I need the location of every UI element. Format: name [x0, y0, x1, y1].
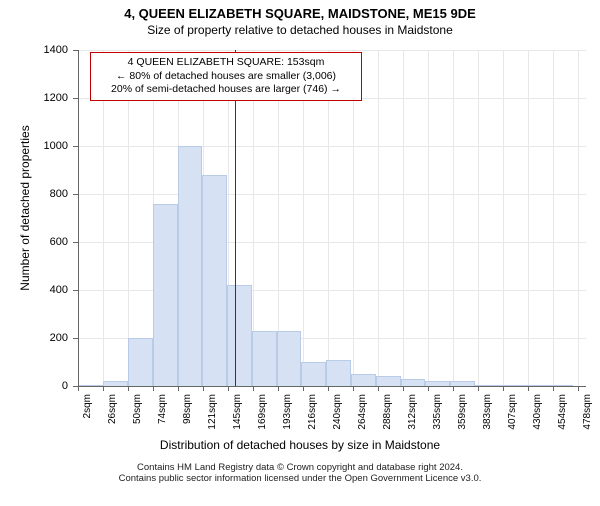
gridline-v: [378, 50, 379, 386]
annotation-line1: 4 QUEEN ELIZABETH SQUARE: 153sqm: [97, 56, 355, 70]
x-tick-label: 478sqm: [582, 394, 593, 444]
gridline-h: [78, 146, 586, 147]
y-tick-label: 600: [0, 236, 68, 248]
x-tick-label: 383sqm: [482, 394, 493, 444]
histogram-bar: [153, 204, 178, 386]
x-tick-label: 26sqm: [107, 394, 118, 444]
x-axis-line: [78, 386, 586, 387]
histogram-bar: [351, 374, 376, 386]
x-tick-label: 193sqm: [282, 394, 293, 444]
annotation-box: 4 QUEEN ELIZABETH SQUARE: 153sqm ← 80% o…: [90, 52, 362, 101]
x-tick-label: 454sqm: [557, 394, 568, 444]
gridline-v: [578, 50, 579, 386]
x-tick-label: 121sqm: [207, 394, 218, 444]
gridline-h: [78, 194, 586, 195]
x-tick-label: 169sqm: [257, 394, 268, 444]
footer-line1: Contains HM Land Registry data © Crown c…: [0, 462, 600, 473]
footer-line2: Contains public sector information licen…: [0, 473, 600, 484]
gridline-v: [528, 50, 529, 386]
x-tick-label: 240sqm: [332, 394, 343, 444]
y-tick-label: 0: [0, 380, 68, 392]
y-tick-label: 400: [0, 284, 68, 296]
gridline-v: [428, 50, 429, 386]
x-tick-label: 98sqm: [182, 394, 193, 444]
y-tick-label: 1000: [0, 140, 68, 152]
histogram-bar: [227, 285, 252, 386]
x-tick-label: 145sqm: [232, 394, 243, 444]
gridline-v: [453, 50, 454, 386]
x-tick-label: 359sqm: [457, 394, 468, 444]
gridline-v: [553, 50, 554, 386]
x-tick-label: 288sqm: [382, 394, 393, 444]
y-axis-line: [78, 50, 79, 386]
x-tick-label: 430sqm: [532, 394, 543, 444]
histogram-bar: [202, 175, 227, 386]
histogram-bar: [277, 331, 301, 386]
gridline-v: [478, 50, 479, 386]
annotation-line3: 20% of semi-detached houses are larger (…: [97, 83, 355, 97]
gridline-h: [78, 50, 586, 51]
histogram-bar: [376, 376, 401, 386]
histogram-bar: [252, 331, 277, 386]
histogram-bar: [301, 362, 326, 386]
chart-subtitle: Size of property relative to detached ho…: [0, 23, 600, 37]
histogram-bar: [178, 146, 202, 386]
x-tick-label: 312sqm: [407, 394, 418, 444]
x-tick-label: 335sqm: [432, 394, 443, 444]
annotation-line2: ← 80% of detached houses are smaller (3,…: [97, 70, 355, 84]
histogram-bar: [128, 338, 153, 386]
y-tick-label: 1400: [0, 44, 68, 56]
histogram-bar: [326, 360, 351, 386]
x-tick-label: 50sqm: [132, 394, 143, 444]
gridline-v: [403, 50, 404, 386]
gridline-v: [503, 50, 504, 386]
x-tick-label: 216sqm: [307, 394, 318, 444]
histogram-bar: [401, 379, 425, 386]
y-tick-label: 1200: [0, 92, 68, 104]
chart-title: 4, QUEEN ELIZABETH SQUARE, MAIDSTONE, ME…: [0, 6, 600, 21]
x-tick-label: 264sqm: [357, 394, 368, 444]
y-tick-label: 800: [0, 188, 68, 200]
footer: Contains HM Land Registry data © Crown c…: [0, 462, 600, 484]
x-tick-label: 2sqm: [82, 394, 93, 444]
x-tick-label: 407sqm: [507, 394, 518, 444]
x-tick-label: 74sqm: [157, 394, 168, 444]
y-tick-label: 200: [0, 332, 68, 344]
y-axis-title: Number of detached properties: [18, 108, 32, 308]
